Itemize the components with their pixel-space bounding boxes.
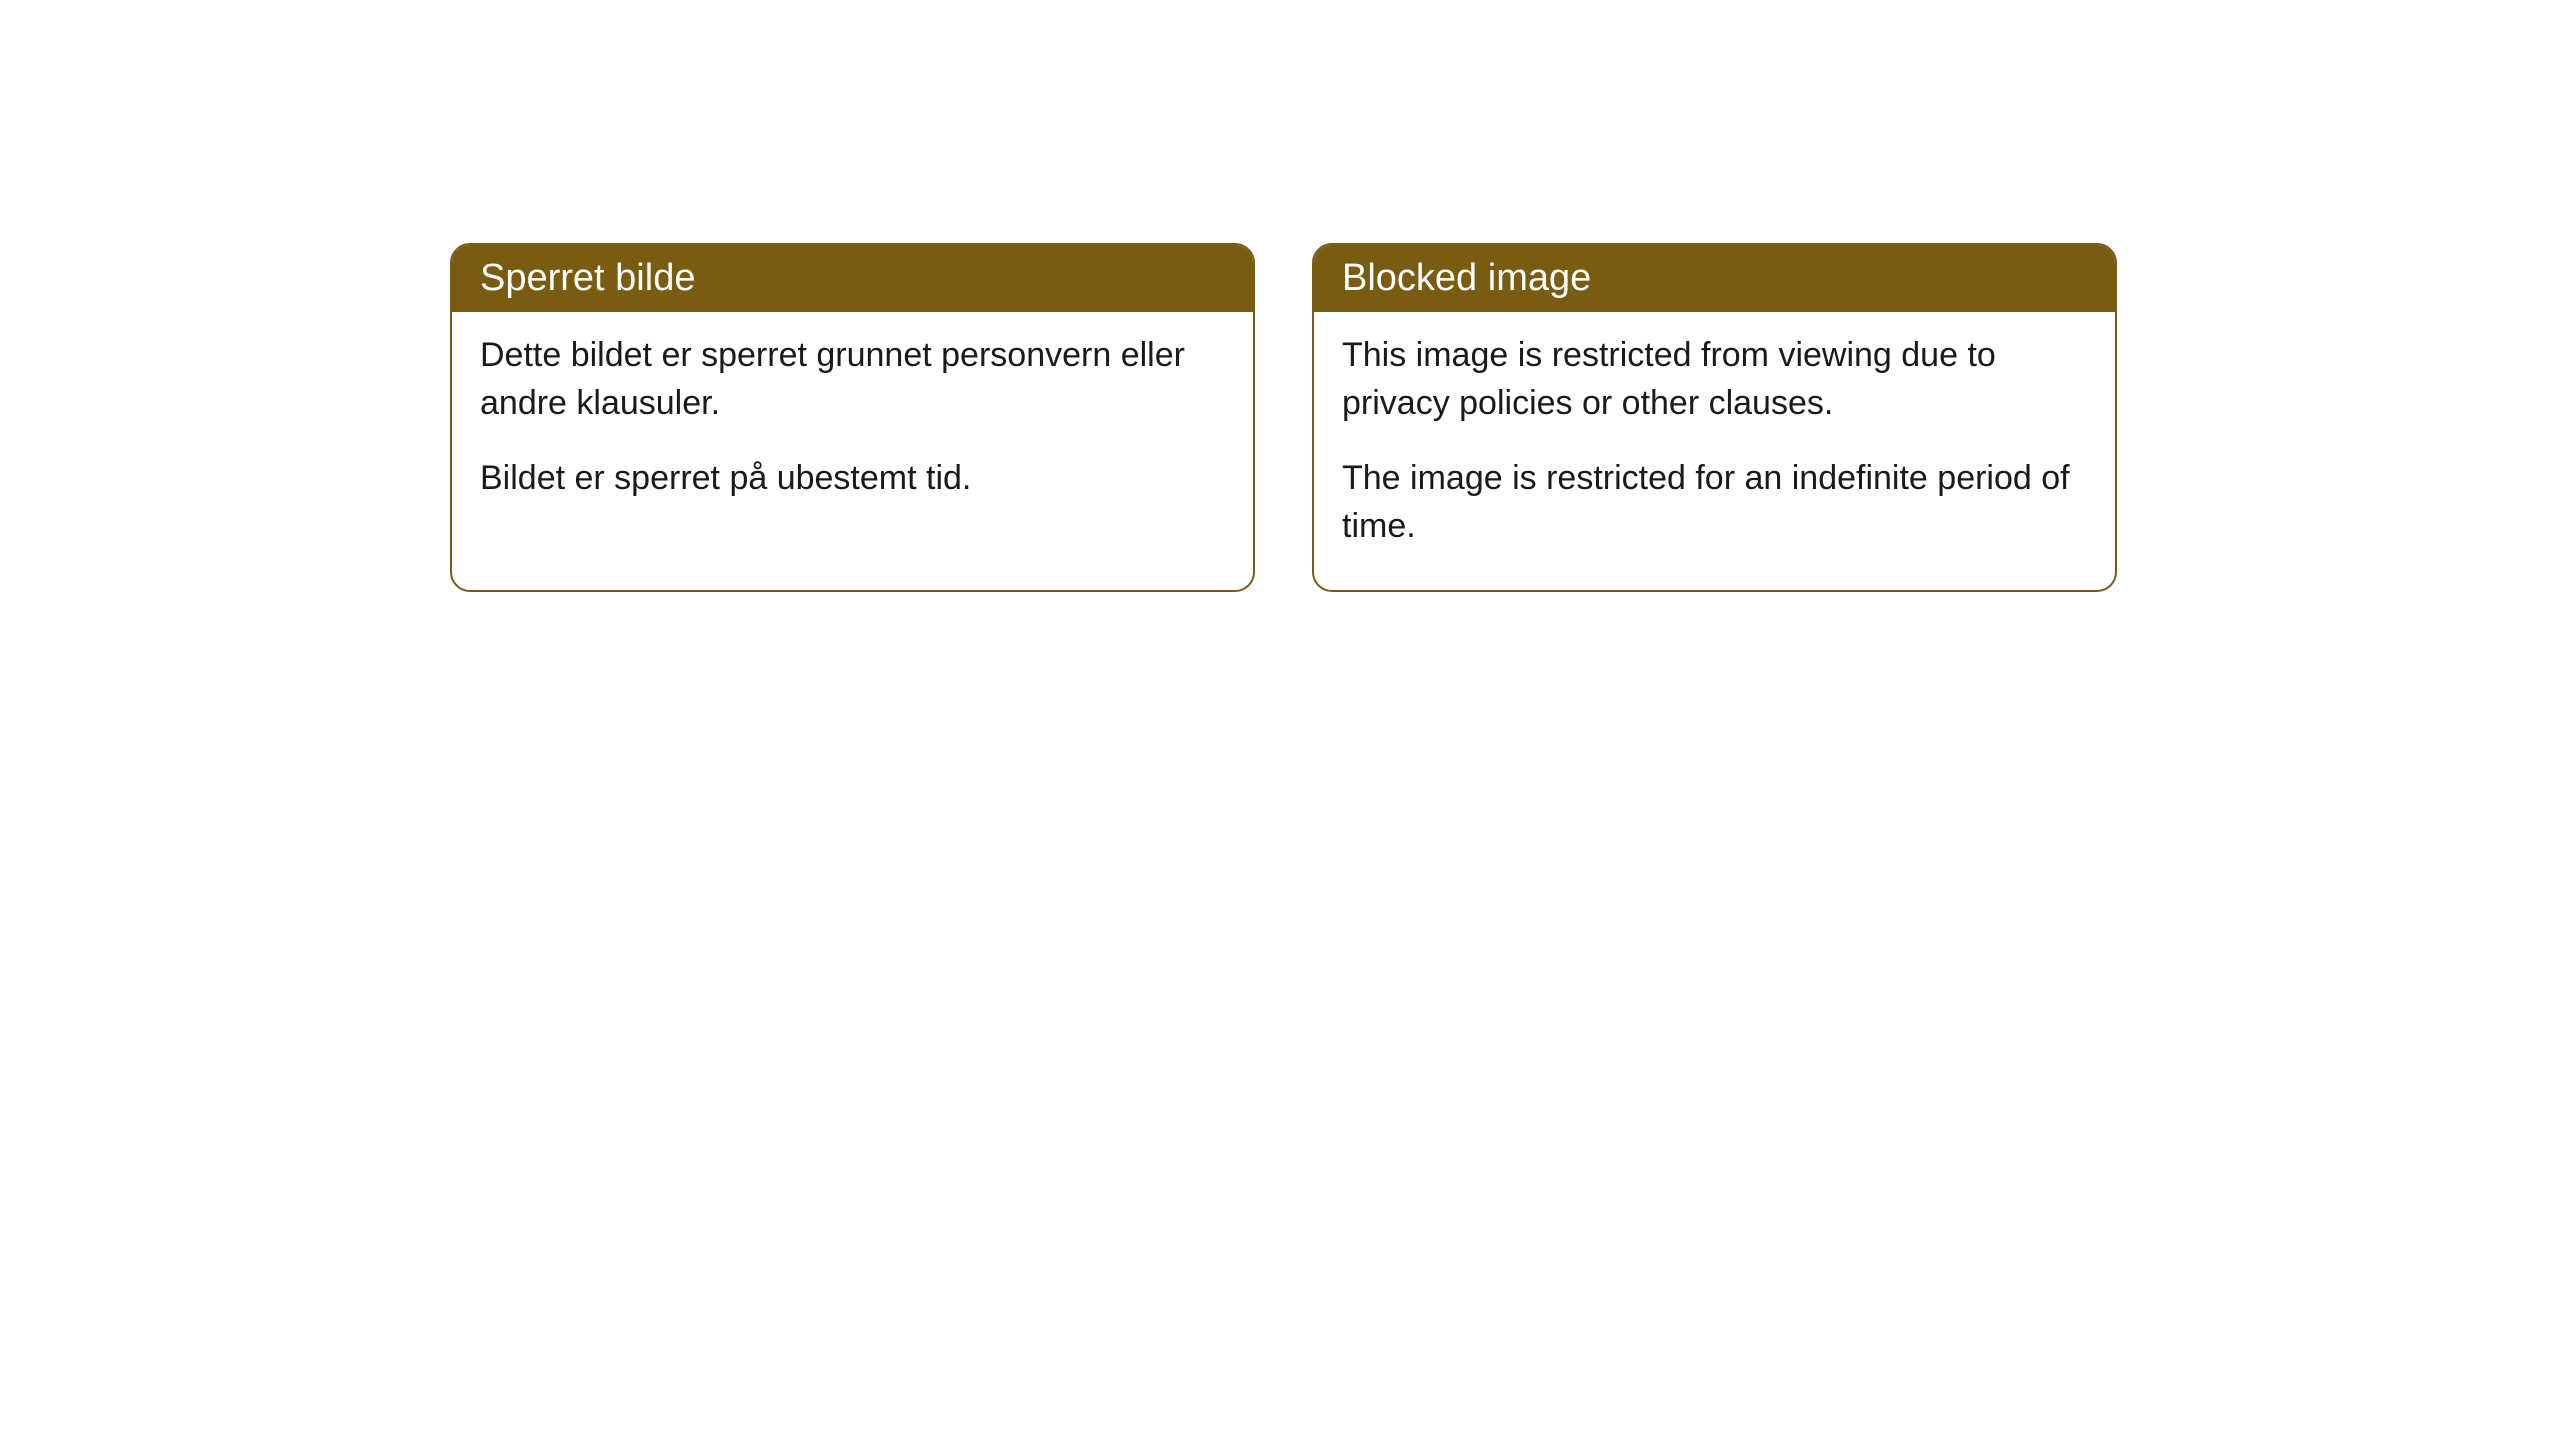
card-paragraph-2-en: The image is restricted for an indefinit…: [1342, 455, 2087, 550]
card-body-en: This image is restricted from viewing du…: [1314, 312, 2115, 590]
blocked-image-card-en: Blocked image This image is restricted f…: [1312, 243, 2117, 592]
card-title-en: Blocked image: [1342, 257, 1591, 299]
card-paragraph-2-no: Bildet er sperret på ubestemt tid.: [480, 455, 1225, 503]
card-title-no: Sperret bilde: [480, 257, 695, 299]
notice-cards-container: Sperret bilde Dette bildet er sperret gr…: [450, 243, 2117, 592]
card-paragraph-1-en: This image is restricted from viewing du…: [1342, 332, 2087, 427]
card-header-en: Blocked image: [1314, 245, 2115, 312]
card-header-no: Sperret bilde: [452, 245, 1253, 312]
blocked-image-card-no: Sperret bilde Dette bildet er sperret gr…: [450, 243, 1255, 592]
card-paragraph-1-no: Dette bildet er sperret grunnet personve…: [480, 332, 1225, 427]
card-body-no: Dette bildet er sperret grunnet personve…: [452, 312, 1253, 543]
